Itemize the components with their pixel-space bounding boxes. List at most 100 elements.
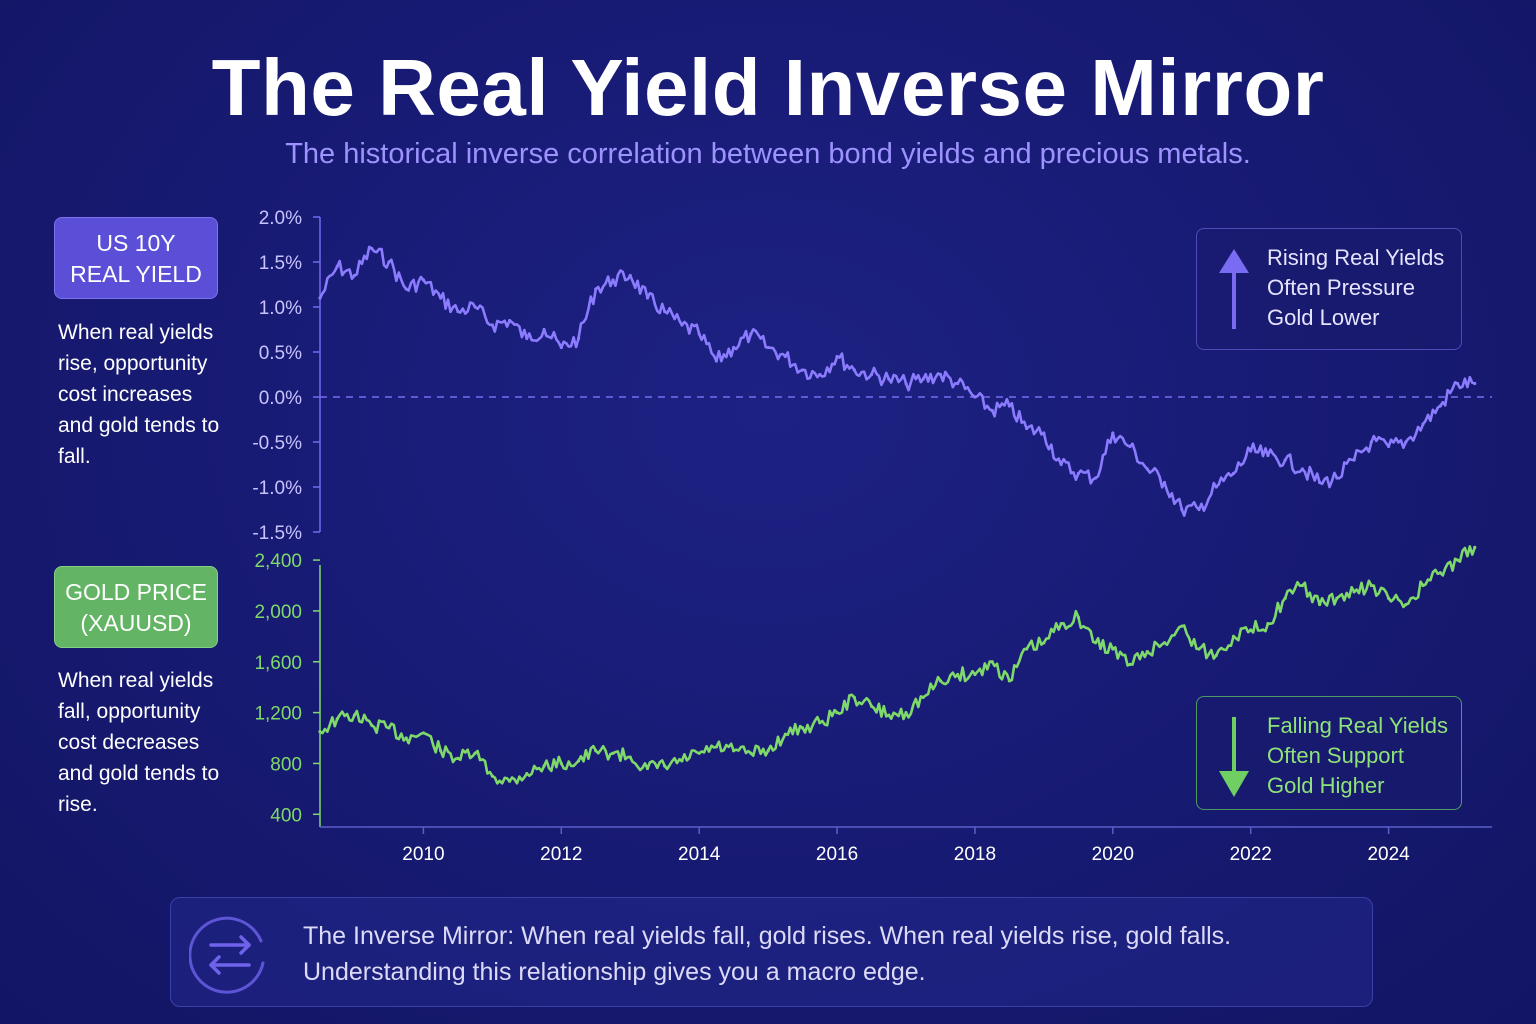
gold-data-point (904, 711, 908, 715)
gold-data-point (1438, 571, 1442, 575)
yield-data-point (490, 323, 494, 327)
gold-data-point (404, 736, 408, 740)
gold-tick-label: 2,000 (254, 602, 302, 623)
yield-data-point (938, 372, 943, 377)
footer-text: The Inverse Mirror: When real yields fal… (303, 918, 1353, 990)
gold-data-point (1266, 622, 1270, 626)
yield-data-point (1042, 431, 1046, 435)
x-tick-label: 2022 (1230, 844, 1272, 865)
x-tick-label: 2010 (402, 844, 444, 865)
gold-data-point (387, 726, 391, 730)
gold-data-point (559, 761, 563, 766)
x-tick-label: 2012 (540, 844, 582, 865)
yield-badge-line-2: REAL YIELD (70, 261, 202, 287)
yield-data-point (507, 318, 512, 323)
gold-data-point (766, 749, 770, 753)
gold-data-point (680, 759, 684, 763)
gold-data-point (1042, 641, 1046, 645)
yield-data-point (370, 246, 374, 251)
gold-data-point (421, 731, 426, 735)
yield-description: When real yields rise, opportunity cost … (58, 321, 220, 468)
gold-data-point (1283, 596, 1287, 600)
gold-data-point (1059, 622, 1063, 626)
yield-data-point (1059, 462, 1063, 467)
gold-data-point (645, 766, 650, 771)
gold-data-point (473, 751, 477, 755)
yield-data-point (1111, 431, 1115, 435)
gold-y-axis: 2,400 2,000 1,600 1,200 800 400 (254, 551, 321, 827)
gold-badge: GOLD PRICE (XAUUSD) (54, 566, 218, 648)
yield-data-point (956, 381, 960, 386)
gold-data-point (1214, 653, 1218, 658)
gold-data-point (542, 764, 546, 768)
gold-data-point (1111, 647, 1115, 651)
yield-data-point (335, 264, 339, 269)
gold-data-point (749, 751, 753, 755)
yield-data-point (921, 377, 925, 381)
yield-data-point (1318, 480, 1322, 485)
arrow-up-icon (1219, 249, 1249, 329)
gold-data-point (507, 779, 512, 783)
x-tick-label: 2018 (954, 844, 996, 865)
yield-tick-label: -1.5% (252, 523, 302, 544)
yield-data-point (525, 336, 529, 341)
gold-data-point (973, 672, 977, 677)
yield-data-point (473, 305, 477, 309)
yield-data-point (456, 309, 460, 314)
yield-data-point (766, 345, 770, 350)
gold-data-point (1421, 583, 1425, 588)
gold-data-point (1352, 590, 1356, 594)
yield-data-point (318, 296, 322, 300)
yield-badge: US 10Y REAL YIELD (54, 217, 218, 299)
yield-data-point (1438, 404, 1442, 408)
x-tick-label: 2020 (1092, 844, 1134, 865)
yield-data-point (1335, 476, 1339, 480)
x-axis: 2010 2012 2014 2016 2018 2020 2022 2024 (320, 826, 1492, 865)
gold-data-point (490, 774, 494, 778)
yield-data-point (1093, 476, 1098, 480)
rising-note-line-2: Often Pressure (1267, 275, 1415, 300)
yield-data-point (783, 354, 787, 359)
yield-data-point (1421, 422, 1425, 426)
gold-data-point (887, 713, 891, 717)
gold-data-point (1335, 596, 1339, 600)
yield-data-point (1231, 471, 1236, 476)
gold-badge-line-2: (XAUUSD) (80, 610, 192, 636)
gold-data-point (1180, 624, 1184, 628)
falling-note-line-3: Gold Higher (1267, 773, 1385, 798)
yield-data-point (387, 260, 391, 264)
gold-data-point (456, 756, 460, 760)
footer-line-1: The Inverse Mirror: When real yields fal… (303, 922, 1232, 950)
gold-data-point (1386, 596, 1391, 600)
gold-data-point (990, 660, 994, 664)
gold-data-point (1162, 641, 1167, 645)
gold-data-point (1455, 558, 1460, 562)
yield-data-point (1386, 444, 1391, 449)
gold-data-point (594, 749, 598, 753)
yield-data-point (1404, 440, 1408, 444)
gold-data-point (732, 749, 736, 753)
yield-data-point (869, 372, 874, 377)
x-tick-label: 2016 (816, 844, 858, 865)
yield-data-point (835, 354, 839, 359)
yield-data-point (852, 368, 856, 372)
gold-data-point (525, 772, 529, 776)
gold-series-line (319, 545, 1477, 785)
yield-data-point (404, 287, 408, 291)
gold-tick-label: 800 (270, 754, 302, 775)
gold-data-point (576, 759, 581, 763)
gold-data-point (318, 730, 322, 734)
yield-badge-line-1: US 10Y (96, 230, 176, 256)
footer-line-2: Understanding this relationship gives yo… (303, 958, 926, 986)
yield-data-point (732, 345, 736, 350)
falling-yields-note: Falling Real Yields Often Support Gold H… (1196, 696, 1462, 810)
x-tick-label: 2024 (1367, 844, 1410, 865)
gold-data-point (1318, 602, 1322, 607)
yield-tick-label: 0.0% (259, 388, 302, 409)
yield-data-point (1455, 381, 1460, 386)
gold-data-point (1007, 679, 1012, 683)
yield-data-point (439, 296, 443, 300)
yield-data-point (1266, 453, 1270, 458)
yield-data-point (887, 377, 891, 381)
